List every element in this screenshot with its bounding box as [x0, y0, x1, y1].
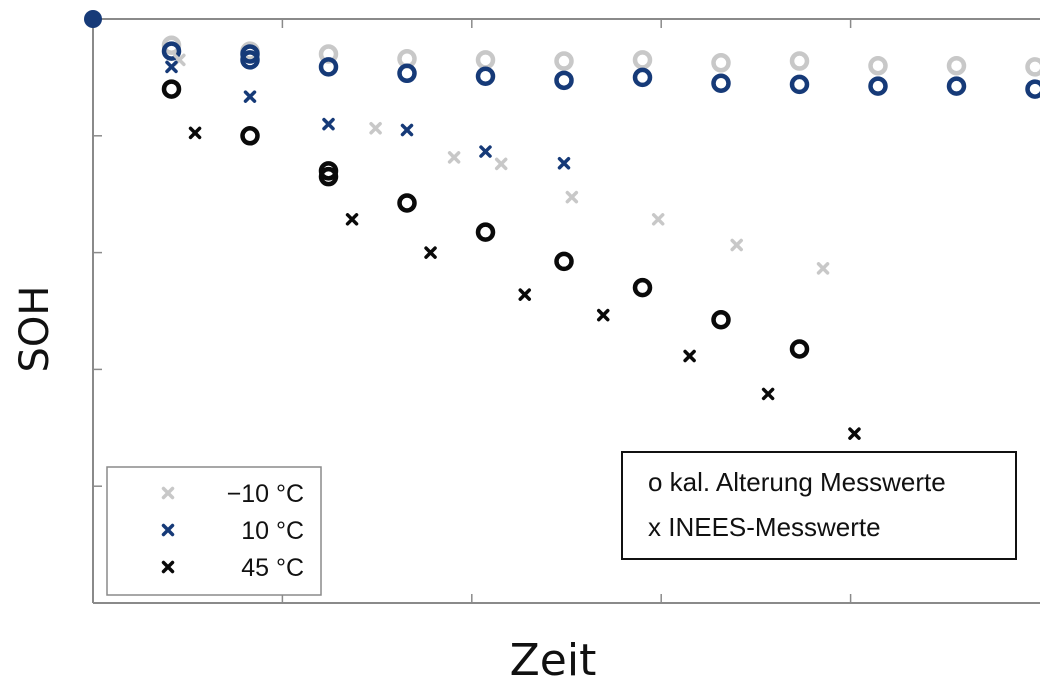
data-point-circle-s1-0	[161, 41, 182, 61]
marker-legend: o kal. Alterung Messwerte x INEES-Messwer…	[621, 451, 1017, 560]
data-point-circle-s1-9	[789, 74, 810, 95]
temperature-legend-marker-0	[161, 486, 175, 500]
data-point-cross-s3-5-stroke-b	[651, 213, 665, 226]
data-point-circle-s2-4	[397, 193, 417, 213]
data-point-circle-s2-9	[789, 339, 810, 359]
data-point-circle-s2-6	[554, 251, 574, 272]
data-point-cross-s3-2	[447, 151, 461, 164]
data-point-circle-s0-10	[946, 55, 967, 76]
data-points	[161, 35, 1040, 440]
data-point-cross-s4-1	[243, 90, 257, 103]
data-point-cross-s3-2-stroke-b	[447, 151, 461, 164]
data-point-cross-s3-1-stroke-b	[369, 121, 382, 135]
data-point-cross-s4-3	[400, 123, 414, 137]
data-point-cross-s4-3-stroke-b	[400, 123, 414, 137]
data-point-cross-s5-0-stroke-b	[188, 126, 202, 140]
data-point-cross-s3-3	[494, 157, 508, 171]
data-point-circle-s1-10	[868, 76, 888, 96]
data-point-cross-s5-3-stroke-b	[518, 288, 531, 301]
temperature-legend: −10 °C 10 °C 45 °C	[106, 466, 322, 596]
data-point-cross-s5-2-stroke-b	[424, 246, 437, 259]
data-point-cross-s3-6	[730, 238, 743, 252]
data-point-cross-s4-4	[479, 145, 492, 158]
temperature-legend-marker-2	[161, 560, 175, 574]
data-point-cross-s4-2	[322, 117, 335, 131]
marker-legend-box	[621, 451, 1017, 560]
axis-ticks	[93, 19, 852, 603]
data-point-cross-s5-1	[345, 213, 359, 226]
data-point-circle-s1-11	[946, 76, 967, 96]
data-point-circle-s1-2	[240, 50, 260, 70]
data-point-circle-s0-8	[789, 51, 810, 71]
data-point-circle-s2-1	[240, 126, 260, 146]
data-point-circle-s2-7	[632, 277, 653, 298]
temperature-legend-box	[106, 466, 322, 596]
data-point-circle-s0-11	[1025, 57, 1040, 77]
temperature-legend-marker-1-stroke-b	[161, 523, 175, 537]
data-point-cross-s5-7-stroke-b	[848, 427, 861, 440]
data-point-cross-s3-3-stroke-b	[494, 157, 508, 171]
marker-legend-label-1: x INEES-Messwerte	[648, 512, 881, 542]
data-point-cross-s5-4	[597, 308, 610, 322]
data-point-circle-s2-0	[161, 79, 182, 99]
data-point-cross-s5-0	[188, 126, 202, 140]
x-axis-label: Zeit	[510, 635, 597, 680]
y-axis-label: SOH	[12, 286, 58, 373]
data-point-cross-s4-0-stroke-b	[165, 60, 178, 74]
data-point-cross-s3-4-stroke-b	[565, 190, 579, 204]
data-point-cross-s3-6-stroke-b	[730, 238, 743, 252]
data-point-circle-s1-8	[711, 73, 731, 93]
data-point-circle-s0-9	[868, 55, 888, 76]
data-point-circle-s1-3	[318, 57, 339, 77]
data-point-circle-s0-5	[554, 51, 574, 71]
temperature-legend-label-2: 45 °C	[241, 554, 304, 582]
temperature-legend-label-1: 10 °C	[241, 517, 304, 545]
data-point-circle-s1-5	[475, 66, 496, 86]
data-point-circle-s0-6	[632, 50, 653, 70]
data-point-cross-s3-1	[369, 121, 382, 135]
data-point-circle-s1-12	[1025, 79, 1040, 99]
temperature-legend-marker-0-stroke-b	[161, 486, 175, 500]
axes	[84, 10, 1040, 604]
data-point-cross-s5-1-stroke-b	[345, 213, 359, 226]
data-point-circle-s2-5	[475, 222, 496, 242]
data-point-circle-s1-4	[397, 63, 417, 84]
temperature-legend-marker-2-stroke-b	[161, 560, 175, 574]
data-point-cross-s4-4-stroke-b	[479, 145, 492, 158]
data-point-cross-s4-5	[557, 156, 571, 170]
data-point-cross-s5-5	[683, 349, 696, 363]
data-point-cross-s5-6	[761, 387, 775, 401]
data-point-cross-s3-4	[565, 190, 579, 204]
data-point-cross-s3-7	[816, 262, 830, 275]
data-point-cross-s4-0	[165, 60, 178, 74]
data-point-cross-s5-2	[424, 246, 437, 259]
data-point-circle-s1-6	[554, 70, 574, 91]
origin-dot	[84, 10, 102, 28]
temperature-legend-label-0: −10 °C	[227, 480, 304, 508]
data-point-circle-s2-8	[711, 310, 731, 330]
data-point-circle-s0-7	[711, 53, 731, 73]
data-point-cross-s3-5	[651, 213, 665, 226]
data-point-cross-s4-1-stroke-b	[243, 90, 257, 103]
data-point-circle-s1-7	[632, 67, 653, 88]
data-point-circle-s2-3	[318, 166, 339, 187]
data-point-cross-s4-5-stroke-b	[557, 156, 571, 170]
data-point-cross-s5-7	[848, 427, 861, 440]
data-point-cross-s5-3	[518, 288, 531, 301]
temperature-legend-marker-1	[161, 523, 175, 537]
data-point-circle-s0-4	[475, 50, 496, 70]
data-point-cross-s5-6-stroke-b	[761, 387, 775, 401]
data-point-cross-s3-7-stroke-b	[816, 262, 830, 275]
data-point-cross-s4-2-stroke-b	[322, 117, 335, 131]
data-point-cross-s5-4-stroke-b	[597, 308, 610, 322]
marker-legend-label-0: o kal. Alterung Messwerte	[648, 467, 946, 497]
data-point-cross-s5-5-stroke-b	[683, 349, 696, 363]
